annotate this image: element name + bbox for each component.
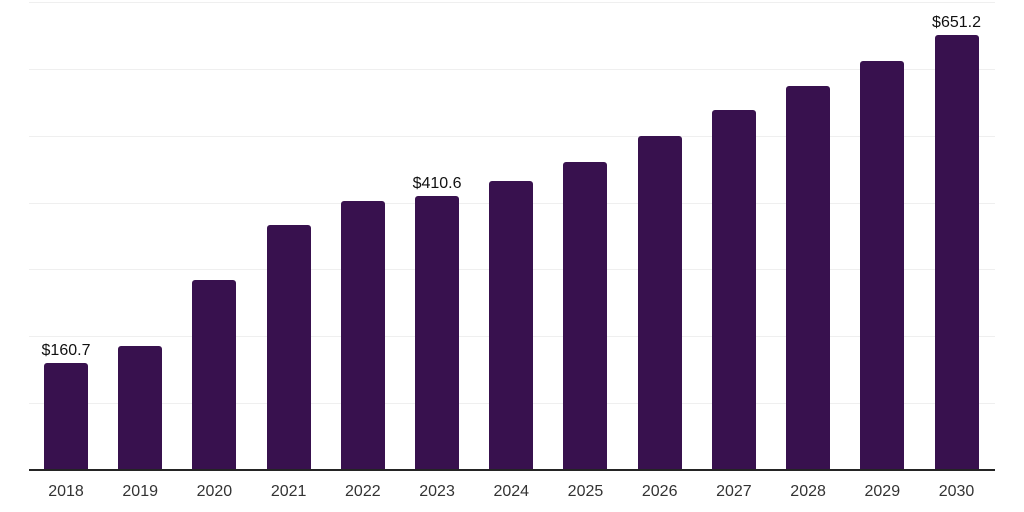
bar-2019 [118, 345, 163, 470]
gridline-700 [29, 2, 995, 3]
bar-2027 [711, 109, 756, 470]
x-axis-label-2023: 2023 [419, 483, 455, 500]
x-axis-label-2020: 2020 [196, 483, 233, 500]
bar-2025 [563, 161, 608, 470]
bar-2021 [266, 224, 311, 470]
x-axis-label-2025: 2025 [567, 483, 604, 500]
value-label-2018: $160.7 [41, 341, 91, 359]
x-axis-label-2022: 2022 [345, 483, 381, 500]
x-axis-label-2027: 2027 [716, 483, 752, 500]
bar-2030 [934, 34, 979, 470]
x-axis-line [29, 469, 995, 471]
bar-2023 [415, 195, 460, 470]
bar-2020 [192, 280, 237, 470]
x-axis-label-2029: 2029 [864, 483, 901, 500]
bar-2018 [44, 362, 88, 470]
x-axis-label-2024: 2024 [493, 483, 530, 500]
x-axis-label-2019: 2019 [122, 483, 158, 500]
gridline-500 [29, 135, 995, 137]
x-axis-label-2026: 2026 [641, 483, 678, 500]
x-axis-label-2018: 2018 [48, 483, 84, 500]
gridline-600 [29, 68, 995, 70]
x-axis-label-2030: 2030 [938, 483, 975, 500]
x-axis-label-2028: 2028 [790, 483, 826, 500]
value-label-2023: $410.6 [412, 174, 462, 192]
bar-2029 [860, 60, 905, 470]
value-label-2030: $651.2 [932, 13, 981, 31]
bar-2028 [786, 85, 831, 470]
bar-2024 [489, 180, 534, 470]
x-axis-label-2021: 2021 [270, 483, 307, 500]
bar-2026 [637, 136, 682, 470]
bar-2022 [340, 201, 385, 470]
